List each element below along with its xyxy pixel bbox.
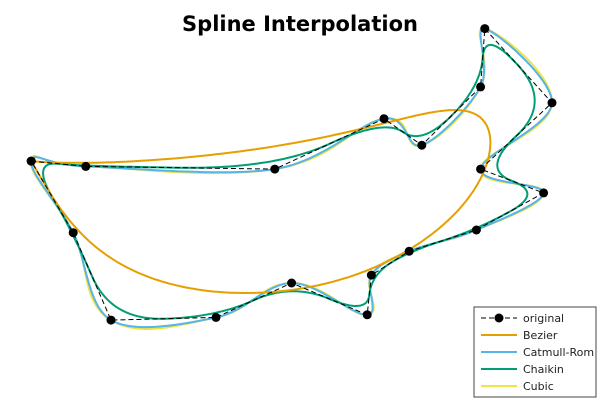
original-point: [270, 164, 280, 174]
original-point: [476, 82, 486, 92]
original-line-group: [30, 27, 553, 321]
original-point: [68, 228, 78, 238]
original-point: [106, 315, 116, 325]
legend: original Bezier Catmull-Rom Chaikin Cubic: [473, 306, 597, 398]
chart-title: Spline Interpolation: [182, 12, 418, 36]
legend-label: Bezier: [523, 329, 558, 342]
original-point: [480, 24, 490, 34]
original-point: [362, 310, 372, 320]
original-point: [539, 188, 549, 198]
original-point: [379, 114, 389, 124]
chaikin-curve: [42, 43, 536, 320]
original-point: [366, 270, 376, 280]
original-point: [547, 98, 557, 108]
original-point: [404, 246, 414, 256]
original-point: [417, 140, 427, 150]
bezier-curve: [30, 109, 492, 294]
legend-label: Catmull-Rom: [523, 346, 594, 359]
marker-group: [26, 24, 557, 325]
original-point: [287, 278, 297, 288]
legend-label: original: [523, 312, 564, 325]
legend-label: Chaikin: [523, 363, 564, 376]
legend-marker-original: [494, 313, 504, 323]
original-point: [476, 164, 486, 174]
original-point: [26, 156, 36, 166]
original-point: [471, 225, 481, 235]
legend-label: Cubic: [523, 380, 554, 393]
original-point: [81, 161, 91, 171]
original-line: [30, 27, 553, 321]
original-point: [211, 312, 221, 322]
